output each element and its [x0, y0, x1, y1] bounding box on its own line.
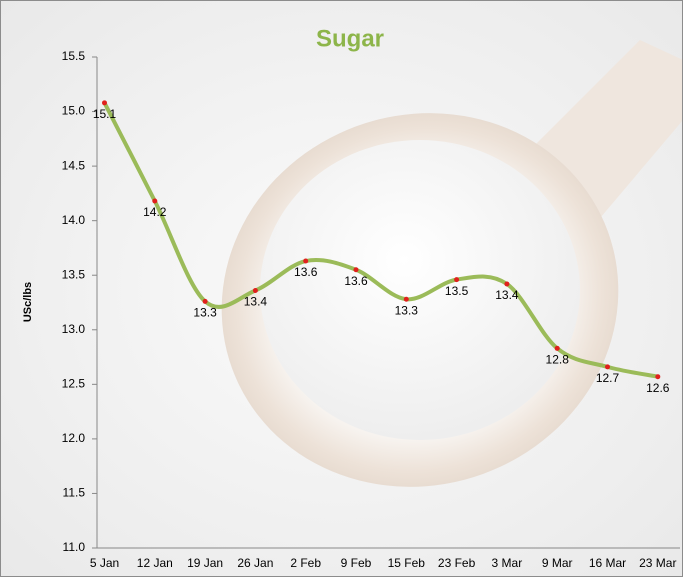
x-tick-label: 23 Mar	[639, 556, 676, 570]
y-tick-label: 11.0	[63, 540, 86, 554]
x-tick-label: 9 Mar	[542, 556, 573, 570]
sugar-heap	[260, 140, 580, 440]
y-tick-label: 13.0	[62, 322, 86, 336]
data-label: 12.6	[646, 381, 670, 395]
y-tick-label: 11.5	[63, 486, 86, 500]
data-label: 13.4	[495, 288, 519, 302]
x-tick-label: 9 Feb	[341, 556, 372, 570]
y-axis-label: USc/lbs	[22, 282, 34, 322]
y-tick-label: 12.0	[62, 431, 86, 445]
marker	[202, 298, 208, 304]
marker	[504, 281, 510, 287]
y-tick-label: 14.5	[62, 158, 86, 172]
marker	[655, 374, 661, 380]
y-tick-label: 12.5	[62, 377, 86, 391]
marker	[605, 364, 610, 370]
marker	[454, 277, 460, 283]
data-label: 15.1	[93, 107, 117, 121]
x-tick-label: 3 Mar	[492, 556, 523, 570]
marker	[152, 198, 158, 204]
chart-title: Sugar	[316, 25, 384, 52]
data-label: 13.3	[193, 306, 217, 320]
marker	[252, 287, 258, 293]
y-tick-label: 15.0	[62, 104, 86, 118]
data-label: 13.6	[344, 274, 368, 288]
data-label: 13.5	[445, 284, 469, 298]
marker	[303, 258, 309, 264]
y-tick-label: 14.0	[62, 213, 86, 227]
x-tick-label: 16 Mar	[589, 556, 626, 570]
x-tick-label: 23 Feb	[438, 556, 476, 570]
data-label: 14.2	[143, 205, 167, 219]
marker	[403, 296, 409, 302]
x-tick-label: 12 Jan	[137, 556, 173, 570]
data-label: 13.3	[395, 303, 419, 317]
x-tick-label: 5 Jan	[90, 556, 119, 570]
x-tick-label: 26 Jan	[237, 556, 273, 570]
y-tick-label: 13.5	[62, 267, 86, 281]
x-tick-label: 2 Feb	[290, 556, 321, 570]
x-tick-label: 19 Jan	[187, 556, 223, 570]
marker	[554, 345, 560, 351]
data-label: 13.6	[294, 265, 318, 279]
x-tick-label: 15 Feb	[388, 556, 426, 570]
y-tick-label: 15.5	[62, 49, 86, 63]
data-label: 12.7	[596, 371, 620, 385]
marker	[102, 100, 107, 106]
marker	[353, 267, 359, 273]
data-label: 13.4	[244, 295, 268, 309]
data-label: 12.8	[546, 352, 570, 366]
